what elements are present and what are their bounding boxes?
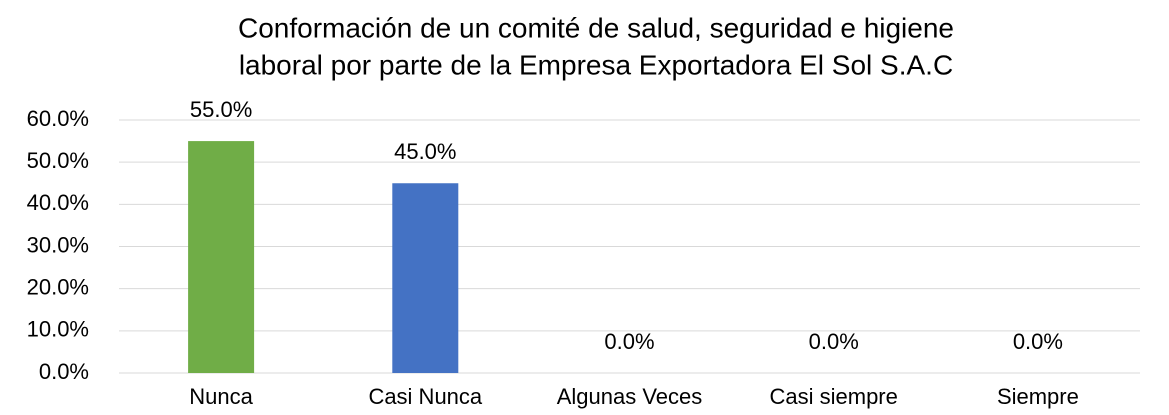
- chart-title: laboral por parte de la Empresa Exportad…: [239, 49, 953, 80]
- x-tick-label: Algunas Veces: [557, 384, 703, 409]
- y-tick-label: 50.0%: [27, 148, 89, 173]
- x-tick-label: Nunca: [189, 384, 253, 409]
- y-tick-label: 30.0%: [27, 232, 89, 257]
- data-label: 45.0%: [394, 139, 456, 164]
- chart-title: Conformación de un comité de salud, segu…: [238, 12, 954, 43]
- bar: [392, 183, 459, 373]
- y-tick-label: 20.0%: [27, 274, 89, 299]
- data-label: 55.0%: [190, 97, 252, 122]
- y-tick-label: 60.0%: [27, 106, 89, 131]
- y-tick-label: 0.0%: [39, 359, 89, 384]
- x-tick-label: Siempre: [997, 384, 1079, 409]
- x-tick-label: Casi siempre: [770, 384, 898, 409]
- x-tick-label: Casi Nunca: [368, 384, 482, 409]
- bar: [188, 141, 255, 373]
- data-label: 0.0%: [809, 329, 859, 354]
- y-tick-label: 10.0%: [27, 317, 89, 342]
- y-tick-label: 40.0%: [27, 190, 89, 215]
- data-label: 0.0%: [604, 329, 654, 354]
- data-label: 0.0%: [1013, 329, 1063, 354]
